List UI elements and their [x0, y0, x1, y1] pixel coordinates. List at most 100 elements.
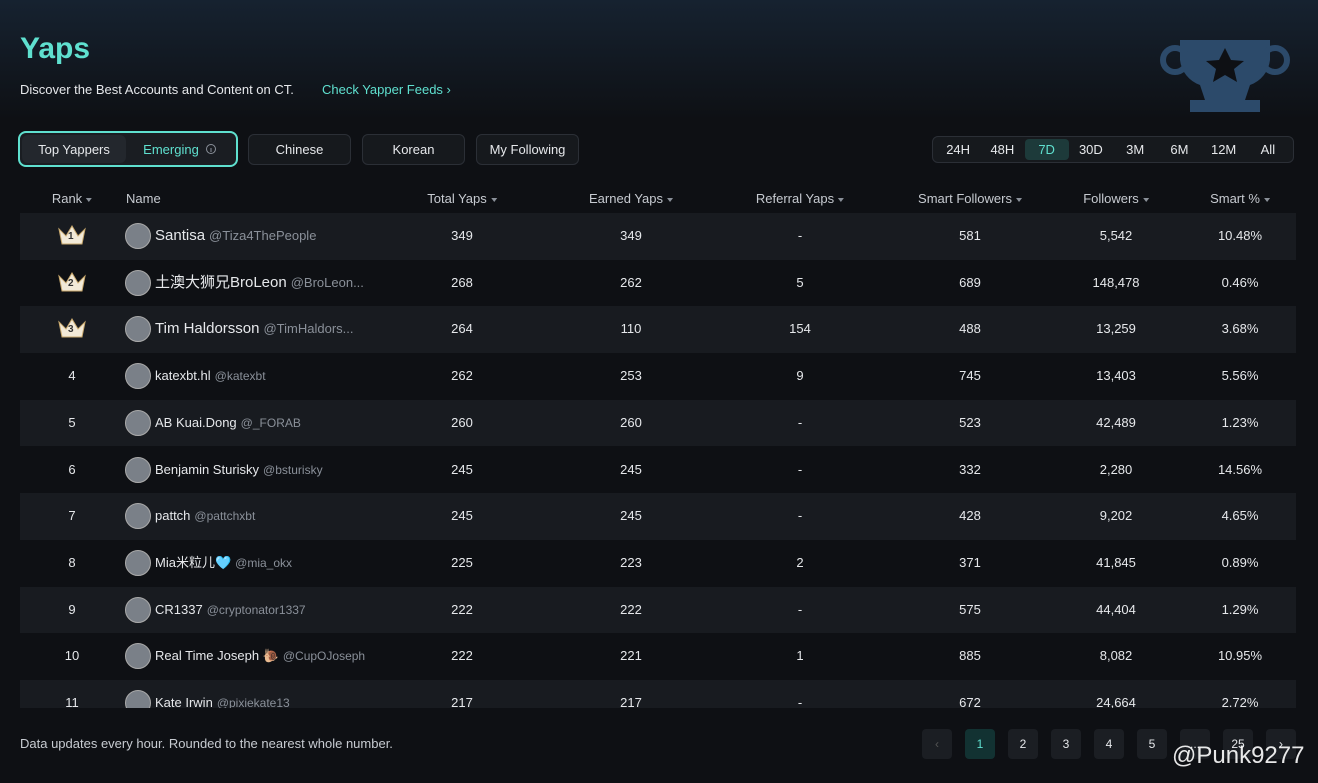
rank: 9 [68, 601, 76, 617]
column-header[interactable]: Followers [1083, 191, 1149, 206]
table-row[interactable]: 1 Santisa @Tiza4ThePeople 349 349 - 581 5,542 10… [20, 213, 1296, 260]
table-row[interactable]: 7 pattch @pattchxbt 245 245 - 428 9,202 4.65% [20, 493, 1296, 540]
avatar [125, 223, 151, 249]
cell-value: - [797, 461, 803, 477]
display-name: katexbt.hl [155, 368, 211, 384]
period-option[interactable]: 30D [1078, 142, 1103, 157]
column-header[interactable]: Smart Followers [918, 191, 1022, 206]
table-row[interactable]: 8 Mia米粒儿🩵 @mia_okx 225 223 2 371 41,845 0.89% [20, 540, 1296, 587]
page-button[interactable]: 3 [1051, 729, 1081, 759]
table-row[interactable]: 4 katexbt.hl @katexbt 262 253 9 745 13,403 5.56% [20, 353, 1296, 400]
prev-page[interactable]: ‹ [922, 729, 952, 759]
cell-value: 1 [796, 648, 804, 664]
table-row[interactable]: 10 Real Time Joseph 🐌 @CupOJoseph 222 221 1 88… [20, 633, 1296, 680]
cell-value: 262 [620, 274, 642, 290]
cell-value: 225 [451, 554, 473, 570]
table-row[interactable]: 5 AB Kuai.Dong @_FORAB 260 260 - 523 42,489 1.23… [20, 399, 1296, 447]
table-row[interactable]: 3 Tim Haldorsson @TimHaldors... 264 110 154 48… [20, 306, 1296, 354]
name-cell: katexbt.hl @katexbt [155, 353, 266, 400]
cell-value: 42,489 [1096, 414, 1136, 430]
handle: @_FORAB [240, 415, 301, 430]
rank: 5 [68, 414, 76, 430]
cell-value: 488 [959, 321, 981, 337]
cell-value: 262 [451, 368, 473, 384]
table-row[interactable]: 11 Kate Irwin @pixiekate13 217 217 - 672 24,664… [20, 680, 1296, 708]
name-cell: Santisa @Tiza4ThePeople [155, 213, 316, 260]
table-row[interactable]: 2 土澳大狮兄BroLeon @BroLeon... 268 262 5 689 148,47… [20, 260, 1296, 307]
column-header[interactable]: Total Yaps [427, 191, 497, 206]
page-button[interactable]: 25 [1223, 729, 1253, 759]
column-header[interactable]: Smart % [1210, 191, 1270, 206]
table-row[interactable]: 9 CR1337 @cryptonator1337 222 222 - 575 44,404 1… [20, 586, 1296, 634]
rank: 11 [65, 695, 79, 708]
display-name: CR1337 [155, 601, 203, 617]
period-option[interactable]: 6M [1170, 142, 1189, 157]
period-option[interactable]: 12M [1210, 142, 1237, 157]
handle: @katexbt [214, 369, 266, 384]
feeds-link-text[interactable]: Check Yapper Feeds [322, 82, 443, 97]
table-row[interactable]: 6 Benjamin Sturisky @bsturisky 245 245 - 332 2,… [20, 447, 1296, 494]
page-button[interactable]: 4 [1094, 729, 1124, 759]
rank: 7 [68, 508, 76, 524]
tab-label[interactable]: Emerging [143, 141, 199, 157]
rank: 6 [68, 461, 76, 477]
cell-value: 154 [789, 321, 811, 337]
cell-value: 217 [620, 695, 642, 708]
cell-value: 223 [620, 554, 642, 570]
page-button[interactable]: ... [1180, 729, 1210, 759]
cell-value: 41,845 [1096, 554, 1136, 570]
cell-value: 1.29% [1221, 601, 1259, 617]
cell-value: 581 [959, 228, 981, 243]
tab[interactable]: Chinese [248, 134, 351, 165]
cell-value: 9,202 [1099, 508, 1133, 524]
page-button[interactable]: 1 [965, 729, 995, 759]
period-option[interactable]: 7D [1024, 139, 1069, 160]
tab[interactable]: Korean [362, 134, 465, 165]
period-option[interactable]: 24H [946, 142, 971, 157]
cell-value: 10.48% [1217, 228, 1263, 243]
header-bg [0, 0, 1318, 120]
next-page[interactable]: › [1266, 729, 1296, 759]
page-button[interactable]: 2 [1008, 729, 1038, 759]
handle: @cryptonator1337 [206, 602, 306, 617]
cell-value: - [797, 601, 803, 617]
period-option[interactable]: 3M [1126, 142, 1145, 157]
cell-value: 13,403 [1096, 368, 1136, 384]
cell-value: 885 [959, 648, 981, 664]
column-header[interactable]: Rank [52, 191, 92, 206]
column-header[interactable]: Referral Yaps [756, 191, 844, 206]
cell-value: 689 [959, 274, 981, 290]
cell-value: 222 [620, 601, 642, 617]
cell-value: 260 [620, 414, 642, 430]
cell-value: 5 [796, 274, 804, 290]
cell-value: 672 [959, 695, 981, 708]
cell-value: 221 [620, 648, 642, 664]
avatar [125, 363, 151, 390]
handle: @pattchxbt [194, 509, 256, 524]
avatar [125, 643, 151, 670]
display-name: Santisa [155, 227, 206, 244]
period-option[interactable]: 48H [990, 142, 1015, 157]
tab[interactable]: Emerging [126, 135, 234, 163]
cell-value: 9 [796, 368, 804, 384]
period-option[interactable]: All [1260, 142, 1276, 157]
cell-value: - [797, 508, 803, 524]
avatar [125, 503, 151, 530]
avatar [125, 456, 151, 483]
column-header[interactable]: Earned Yaps [589, 191, 673, 206]
cell-value: 2,280 [1099, 461, 1133, 477]
page-title: Yaps [20, 32, 91, 65]
display-name: 土澳大狮兄BroLeon [155, 273, 287, 291]
name-cell: Tim Haldorsson @TimHaldors... [155, 306, 354, 353]
cell-value: 5.56% [1221, 368, 1259, 384]
period-selector: 24H 48H 7D 30D 3M 6M 12M All [932, 136, 1294, 163]
feeds-link[interactable]: Check Yapper Feeds › [322, 82, 451, 97]
tab[interactable]: My Following [476, 134, 579, 165]
handle: @mia_okx [235, 555, 293, 570]
page-button[interactable]: 5 [1137, 729, 1167, 759]
avatar [125, 409, 151, 436]
tab[interactable]: Top Yappers [22, 135, 126, 163]
cell-value: 217 [451, 695, 473, 708]
cell-value: 575 [959, 601, 981, 617]
